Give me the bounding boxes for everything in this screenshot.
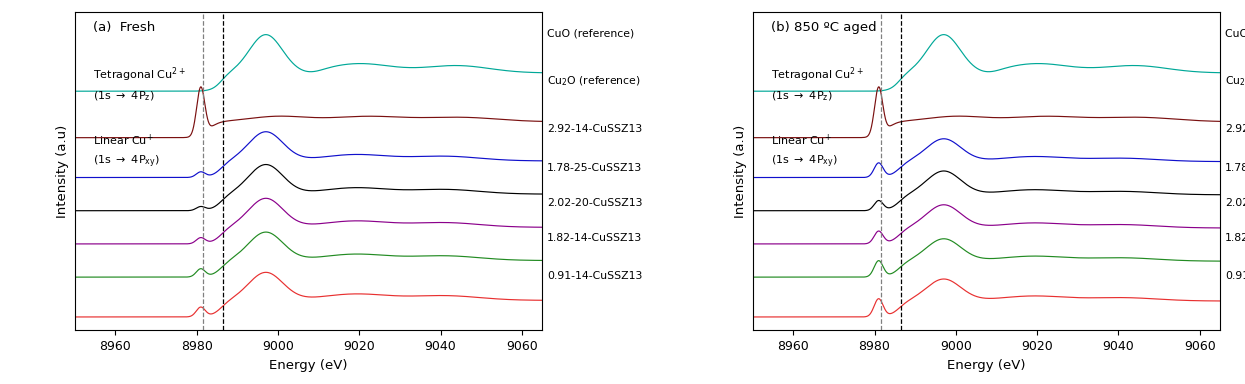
Text: CuO (reference): CuO (reference) bbox=[1225, 29, 1245, 39]
Y-axis label: Intensity (a.u): Intensity (a.u) bbox=[56, 124, 70, 217]
Text: 2.92-14-CuSSZ13: 2.92-14-CuSSZ13 bbox=[547, 124, 642, 134]
Y-axis label: Intensity (a.u): Intensity (a.u) bbox=[735, 124, 747, 217]
Text: 0.91-14-CuSSZ13: 0.91-14-CuSSZ13 bbox=[547, 271, 642, 281]
Text: 1.82-14-CuSSZ13: 1.82-14-CuSSZ13 bbox=[1225, 233, 1245, 243]
Text: CuO (reference): CuO (reference) bbox=[547, 29, 634, 39]
Text: 2.02-20-CuSSZ13: 2.02-20-CuSSZ13 bbox=[1225, 198, 1245, 208]
Text: 0.91-14-CuSSZ13: 0.91-14-CuSSZ13 bbox=[1225, 271, 1245, 281]
Text: (a)  Fresh: (a) Fresh bbox=[93, 21, 156, 34]
Text: 1.78-25-CuSSZ13: 1.78-25-CuSSZ13 bbox=[1225, 163, 1245, 173]
Text: Cu$_2$O (reference): Cu$_2$O (reference) bbox=[1225, 75, 1245, 88]
Text: Tetragonal Cu$^{2+}$
(1s $\rightarrow$ 4P$_\mathrm{z}$): Tetragonal Cu$^{2+}$ (1s $\rightarrow$ 4… bbox=[93, 66, 187, 103]
Text: 2.92-14-CuSSZ13: 2.92-14-CuSSZ13 bbox=[1225, 124, 1245, 134]
Text: Tetragonal Cu$^{2+}$
(1s $\rightarrow$ 4P$_\mathrm{z}$): Tetragonal Cu$^{2+}$ (1s $\rightarrow$ 4… bbox=[772, 66, 864, 103]
Text: 1.82-14-CuSSZ13: 1.82-14-CuSSZ13 bbox=[547, 233, 642, 243]
X-axis label: Energy (eV): Energy (eV) bbox=[269, 359, 347, 371]
Text: Cu$_2$O (reference): Cu$_2$O (reference) bbox=[547, 75, 641, 88]
Text: 1.78-25-CuSSZ13: 1.78-25-CuSSZ13 bbox=[547, 163, 642, 173]
Text: (b) 850 ºC aged: (b) 850 ºC aged bbox=[772, 21, 876, 34]
Text: 2.02-20-CuSSZ13: 2.02-20-CuSSZ13 bbox=[547, 198, 642, 208]
Text: Linear Cu$^{+}$
(1s $\rightarrow$ 4P$_\mathrm{xy}$): Linear Cu$^{+}$ (1s $\rightarrow$ 4P$_\m… bbox=[93, 132, 161, 170]
X-axis label: Energy (eV): Energy (eV) bbox=[947, 359, 1026, 371]
Text: Linear Cu$^{+}$
(1s $\rightarrow$ 4P$_\mathrm{xy}$): Linear Cu$^{+}$ (1s $\rightarrow$ 4P$_\m… bbox=[772, 132, 838, 170]
